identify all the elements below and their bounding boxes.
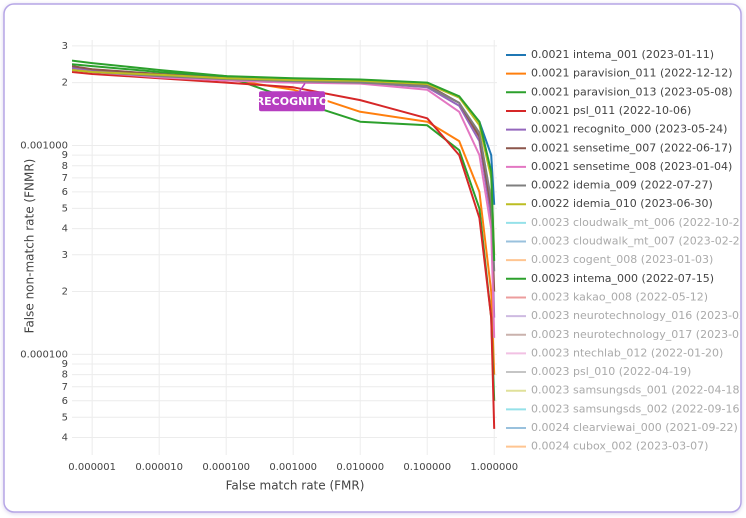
y-axis-title: False non-match rate (FNMR) bbox=[23, 159, 37, 334]
legend-label: 0.0023 intema_000 (2022-07-15) bbox=[531, 272, 714, 285]
legend-label: 0.0023 cogent_008 (2023-01-03) bbox=[531, 253, 713, 266]
y-tick-label: 9 bbox=[62, 150, 68, 161]
legend-label: 0.0023 kakao_008 (2022-05-12) bbox=[531, 290, 708, 303]
legend-label: 0.0021 sensetime_007 (2022-06-17) bbox=[531, 141, 732, 154]
y-tick-label: 2 bbox=[62, 287, 68, 298]
x-axis-title: False match rate (FMR) bbox=[226, 479, 365, 493]
y-tick-label: 7 bbox=[62, 173, 68, 184]
y-tick-label: 6 bbox=[62, 187, 68, 198]
y-tick-label: 2 bbox=[62, 78, 68, 89]
legend-label: 0.0021 intema_001 (2023-01-11) bbox=[531, 48, 714, 61]
legend-label: 0.0023 psl_010 (2022-04-19) bbox=[531, 365, 691, 378]
legend-label: 0.0021 paravision_011 (2022-12-12) bbox=[531, 67, 733, 80]
x-tick-label: 0.010000 bbox=[336, 462, 384, 473]
x-tick-label: 0.001000 bbox=[269, 462, 317, 473]
y-tick-label: 6 bbox=[62, 396, 68, 407]
legend-label: 0.0021 psl_011 (2022-10-06) bbox=[531, 104, 691, 117]
y-tick-label: 4 bbox=[62, 433, 68, 444]
series-line bbox=[72, 71, 496, 429]
y-tick-label: 4 bbox=[62, 224, 68, 235]
x-tick-label: 0.000100 bbox=[202, 462, 250, 473]
legend-label: 0.0022 idemia_009 (2022-07-27) bbox=[531, 179, 713, 192]
legend-label: 0.0021 paravision_013 (2023-05-08) bbox=[531, 85, 733, 98]
x-tick-label: 0.100000 bbox=[403, 462, 451, 473]
y-tick-label: 5 bbox=[62, 412, 68, 423]
y-tick-label: 0.000100 bbox=[20, 349, 68, 360]
y-tick-label: 3 bbox=[62, 250, 68, 261]
y-tick-label: 5 bbox=[62, 203, 68, 214]
legend-label: 0.0024 clearviewai_000 (2021-09-22) bbox=[531, 421, 738, 434]
y-tick-label: 8 bbox=[62, 370, 68, 381]
x-tick-label: 0.000010 bbox=[135, 462, 183, 473]
y-tick-label: 9 bbox=[62, 359, 68, 370]
y-tick-label: 0.001000 bbox=[20, 141, 68, 152]
legend-label: 0.0023 samsungsds_001 (2022-04-18) bbox=[531, 384, 744, 397]
legend-label: 0.0021 sensetime_008 (2023-01-04) bbox=[531, 160, 732, 173]
legend-label: 0.0024 cubox_002 (2023-03-07) bbox=[531, 440, 708, 453]
x-tick-label: 0.000001 bbox=[68, 462, 116, 473]
legend-label: 0.0023 ntechlab_012 (2022-01-20) bbox=[531, 346, 723, 359]
y-tick-label: 3 bbox=[62, 41, 68, 52]
series-line bbox=[72, 63, 496, 262]
legend-label: 0.0023 samsungsds_002 (2022-09-16) bbox=[531, 402, 744, 415]
annotation-box bbox=[258, 91, 325, 112]
legend-label: 0.0023 cloudwalk_mt_006 (2022-10-20) bbox=[531, 216, 746, 229]
legend-label: 0.0023 neurotechnology_016 (2023-02-01) bbox=[531, 309, 746, 322]
y-tick-label: 8 bbox=[62, 161, 68, 172]
annotation-text: RECOGNITO bbox=[256, 95, 329, 108]
y-tick-label: 7 bbox=[62, 382, 68, 393]
series-line bbox=[72, 69, 496, 255]
legend-label: 0.0021 recognito_000 (2023-05-24) bbox=[531, 123, 727, 136]
x-tick-label: 1.000000 bbox=[470, 462, 518, 473]
legend-label: 0.0022 idemia_010 (2023-06-30) bbox=[531, 197, 713, 210]
legend-label: 0.0023 cloudwalk_mt_007 (2023-02-21) bbox=[531, 235, 746, 248]
legend-label: 0.0023 neurotechnology_017 (2023-07-28) bbox=[531, 328, 746, 341]
